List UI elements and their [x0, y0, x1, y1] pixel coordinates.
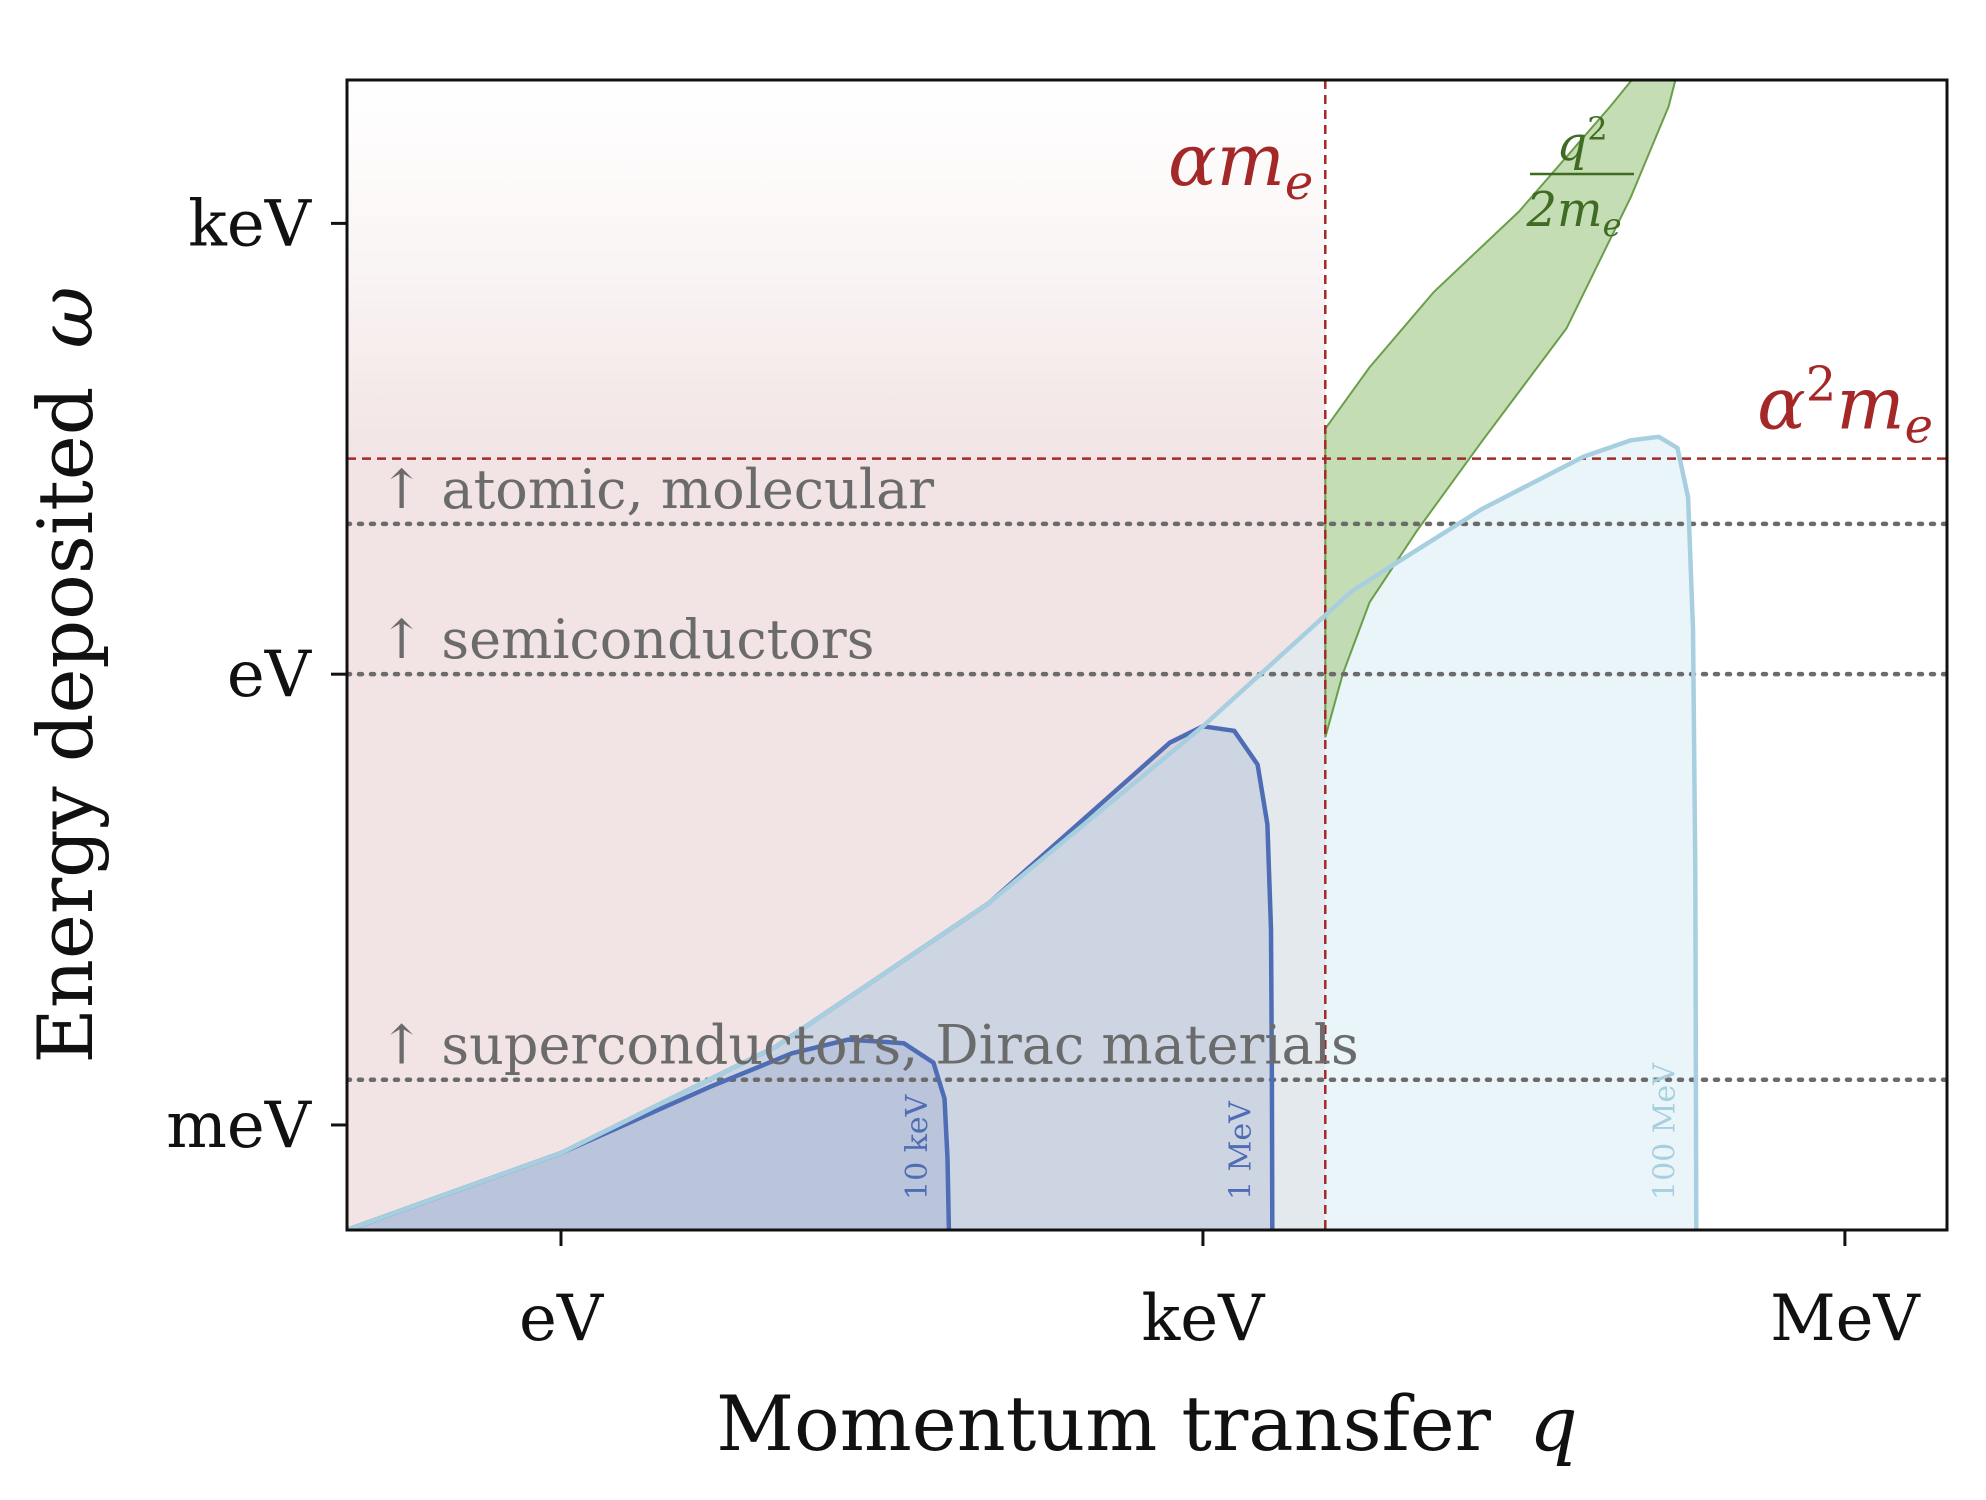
- free-electron-band: [1324, 80, 1677, 738]
- threshold-labels: ↑ atomic, molecular ↑ semiconductors ↑ sup…: [379, 458, 1359, 1077]
- series-area-100-mev: [347, 436, 1697, 1230]
- y-tick-label-kev: keV: [188, 187, 313, 261]
- bound-region-fade: [347, 80, 1326, 459]
- threshold-label-atomic-molecular: ↑ atomic, molecular: [379, 458, 934, 521]
- free-electron-label-q: q: [1556, 116, 1587, 172]
- x-tick-label-ev: eV: [519, 1282, 605, 1356]
- x-axis-title-text: Momentum transfer: [716, 1379, 1492, 1468]
- plot-frame: [345, 78, 1949, 1232]
- x-tick-label-kev: keV: [1142, 1282, 1267, 1356]
- y-axis-ticks: meV eV keV: [166, 187, 347, 1163]
- series-area-10-kev: [347, 1039, 949, 1230]
- series-labels: 10 keV 1 MeV 100 MeV: [900, 1062, 1682, 1200]
- y-axis-title-symbol: ω: [21, 286, 110, 348]
- y-tick-label-mev: meV: [166, 1089, 313, 1163]
- series-label-1-mev: 1 MeV: [1223, 1100, 1258, 1200]
- x-axis-title-symbol: q: [1529, 1379, 1578, 1468]
- reference-lines: [347, 80, 1947, 1230]
- x-axis-title: Momentum transfer q: [716, 1379, 1578, 1468]
- series-area-1-mev: [347, 726, 1273, 1230]
- y-tick-label-ev: eV: [227, 638, 313, 712]
- free-electron-label-e: e: [1603, 206, 1622, 244]
- alpha2-me-label-sup: 2: [1806, 357, 1837, 413]
- series-label-10-kev: 10 keV: [900, 1093, 935, 1200]
- series-areas: [347, 436, 1697, 1230]
- free-electron-label: q2 2me: [1526, 110, 1634, 244]
- series-lines: [347, 434, 1699, 1230]
- alpha-me-label: αme: [1168, 118, 1313, 211]
- free-electron-label-denominator: 2me: [1526, 182, 1622, 244]
- series-label-100-mev: 100 MeV: [1647, 1062, 1682, 1200]
- free-electron-label-2m: 2m: [1526, 182, 1603, 238]
- alpha2-me-label: α2me: [1757, 357, 1933, 455]
- free-electron-label-sup: 2: [1587, 110, 1607, 148]
- y-axis-title: Energy deposited ω: [21, 286, 110, 1063]
- free-electron-label-numerator: q2: [1556, 110, 1607, 172]
- x-axis-ticks: eV keV MeV: [519, 1230, 1921, 1356]
- alpha2-me-label-e: e: [1905, 399, 1933, 455]
- threshold-label-semiconductors: ↑ semiconductors: [379, 608, 874, 671]
- alpha-me-label-e: e: [1285, 155, 1313, 211]
- y-axis-title-text: Energy deposited: [21, 387, 110, 1064]
- series-line-10-kev: [347, 1037, 952, 1230]
- x-tick-label-mev: MeV: [1770, 1282, 1921, 1356]
- free-electron-band-layer: [1324, 80, 1677, 738]
- alpha-me-label-m: m: [1217, 118, 1285, 202]
- alpha-me-label-alpha: α: [1168, 118, 1217, 202]
- series-line-100-mev: [347, 434, 1699, 1230]
- threshold-label-superconductors-dirac-materials: ↑ superconductors, Dirac materials: [379, 1014, 1359, 1077]
- threshold-lines: [347, 521, 1947, 1082]
- alpha2-me-label-m: m: [1836, 362, 1904, 446]
- alpha2-me-label-alpha: α: [1757, 362, 1806, 446]
